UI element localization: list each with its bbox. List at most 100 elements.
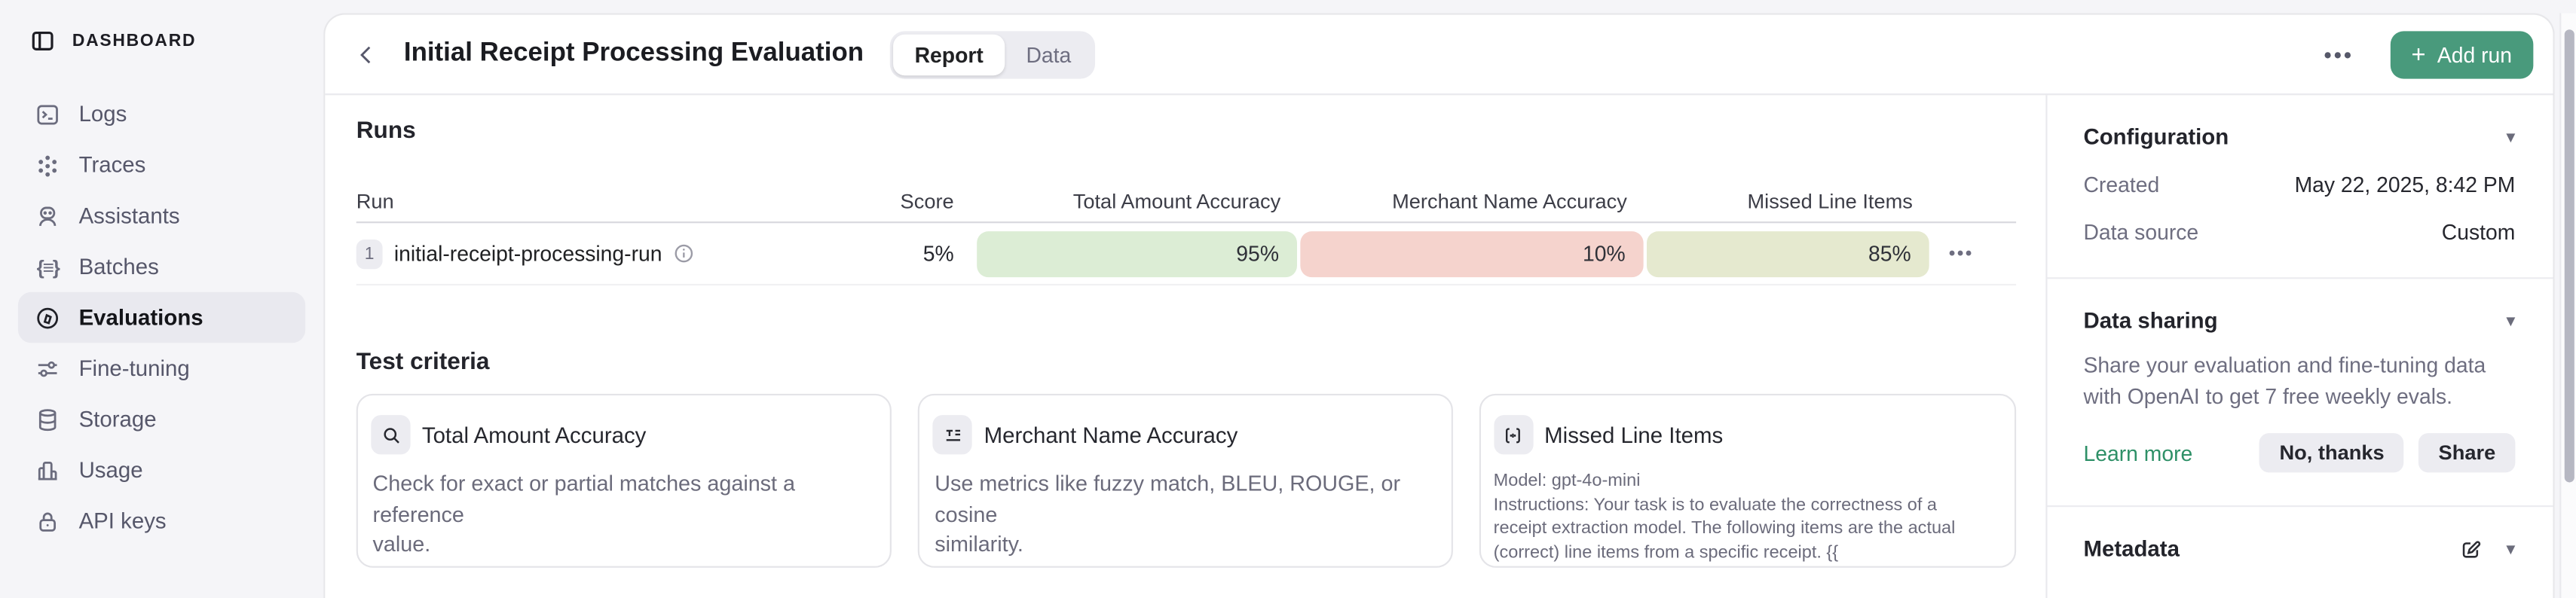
cell-missed-line-items: 85%	[1646, 230, 1929, 277]
column-header-score: Score	[900, 189, 954, 213]
sidebar-item-label: Storage	[78, 407, 157, 432]
learn-more-link[interactable]: Learn more	[2083, 440, 2193, 465]
info-icon[interactable]	[674, 243, 695, 264]
logs-icon	[35, 101, 61, 127]
created-label: Created	[2083, 172, 2160, 197]
no-thanks-button[interactable]: No, thanks	[2259, 433, 2404, 473]
test-criteria-section-title: Test criteria	[356, 349, 490, 376]
add-run-button[interactable]: + Add run	[2390, 30, 2534, 78]
criteria-card-title: Merchant Name Accuracy	[984, 422, 1238, 447]
report-data-toggle: Report Data	[889, 30, 1096, 78]
criteria-card-title: Total Amount Accuracy	[421, 422, 647, 447]
scrollbar-track[interactable]	[2559, 13, 2576, 598]
data-sharing-body: Share your evaluation and fine-tuning da…	[2083, 352, 2486, 408]
sidebar-item-assistants[interactable]: Assistants	[18, 191, 305, 242]
scrollbar-thumb[interactable]	[2563, 29, 2574, 483]
sidebar-item-batches[interactable]: {≡} Batches	[18, 241, 305, 292]
tab-report[interactable]: Report	[893, 33, 1005, 75]
add-run-label: Add run	[2437, 41, 2513, 67]
sidebar-item-fine-tuning[interactable]: Fine-tuning	[18, 343, 305, 394]
sidebar-toggle-icon[interactable]	[29, 28, 56, 54]
lock-icon	[35, 508, 61, 534]
panel-divider	[2047, 277, 2553, 279]
column-header-run: Run	[356, 189, 394, 213]
traces-icon	[35, 152, 61, 178]
sidebar-item-usage[interactable]: Usage	[18, 444, 305, 496]
data-sharing-title: Data sharing	[2083, 308, 2218, 334]
report-body: Runs Run Score Total Amount Accuracy Mer…	[325, 95, 2045, 598]
criteria-card-instructions: Instructions: Your task is to evaluate t…	[1493, 495, 1956, 563]
cell-total-amount-accuracy: 95%	[977, 230, 1297, 277]
edit-icon[interactable]	[2460, 537, 2483, 560]
plus-icon: +	[2411, 40, 2426, 69]
cell-merchant-name-accuracy: 10%	[1300, 230, 1644, 277]
run-row[interactable]: 1 initial-receipt-processing-run 5% 95% …	[356, 223, 2017, 286]
runs-table-header: Run Score Total Amount Accuracy Merchant…	[356, 181, 2017, 224]
data-sharing-section: Data sharing ▾ Share your evaluation and…	[2083, 279, 2516, 473]
chevron-down-icon[interactable]: ▾	[2506, 127, 2516, 148]
criteria-card-title: Missed Line Items	[1544, 422, 1724, 447]
metadata-section: Metadata ▾ No metadata	[2083, 507, 2515, 598]
page-title: Initial Receipt Processing Evaluation	[403, 39, 864, 68]
chevron-down-icon[interactable]: ▾	[2506, 539, 2516, 560]
criteria-card-merchant-name-accuracy[interactable]: Merchant Name Accuracy Use metrics like …	[918, 393, 1453, 568]
configuration-section: Configuration ▾ Created May 22, 2025, 8:…	[2083, 114, 2516, 245]
column-header-merchant-name-accuracy: Merchant Name Accuracy	[1392, 189, 1627, 213]
details-panel: Configuration ▾ Created May 22, 2025, 8:…	[2045, 95, 2553, 598]
run-name: initial-receipt-processing-run	[393, 241, 662, 266]
chevron-down-icon[interactable]: ▾	[2506, 311, 2516, 332]
share-button[interactable]: Share	[2418, 433, 2516, 473]
brand-header: DASHBOARD	[18, 23, 305, 59]
sidebar-item-label: API keys	[78, 508, 167, 533]
sidebar-item-evaluations[interactable]: Evaluations	[17, 291, 306, 343]
panel-divider	[2047, 505, 2553, 508]
sidebar-item-label: Usage	[78, 457, 143, 483]
sidebar-item-label: Assistants	[78, 203, 180, 228]
sidebar-item-label: Logs	[78, 102, 127, 127]
storage-icon	[35, 406, 61, 432]
runs-section-title: Runs	[356, 117, 416, 145]
criteria-card-missed-line-items[interactable]: Missed Line Items Model: gpt-4o-mini Ins…	[1479, 393, 2017, 568]
sidebar-item-label: Batches	[78, 254, 159, 279]
sidebar-item-storage[interactable]: Storage	[18, 394, 305, 445]
data-source-label: Data source	[2083, 219, 2199, 245]
model-brackets-icon	[1493, 415, 1533, 455]
criteria-card-model: Model: gpt-4o-mini	[1493, 471, 1641, 491]
test-criteria-cards: Total Amount Accuracy Check for exact or…	[356, 393, 2017, 568]
more-options-icon[interactable]: •••	[2324, 41, 2354, 67]
brand-label: DASHBOARD	[72, 31, 197, 51]
evaluations-icon	[35, 304, 61, 331]
criteria-card-total-amount-accuracy[interactable]: Total Amount Accuracy Check for exact or…	[356, 393, 892, 568]
fine-tuning-icon	[35, 355, 61, 382]
sidebar-item-traces[interactable]: Traces	[18, 139, 305, 191]
sidebar-item-label: Fine-tuning	[78, 355, 190, 381]
usage-icon	[35, 457, 61, 484]
main-panel: Initial Receipt Processing Evaluation Re…	[323, 13, 2555, 598]
run-score: 5%	[922, 241, 954, 266]
sidebar-item-logs[interactable]: Logs	[18, 89, 305, 140]
batches-icon: {≡}	[36, 255, 60, 279]
column-header-missed-line-items: Missed Line Items	[1747, 189, 1913, 213]
sidebar-item-api-keys[interactable]: API keys	[18, 496, 305, 547]
sidebar: DASHBOARD Logs Traces Assistants	[0, 0, 323, 598]
sidebar-item-label: Evaluations	[78, 305, 203, 330]
data-source-row: Data source Custom	[2083, 220, 2515, 245]
page-header: Initial Receipt Processing Evaluation Re…	[325, 15, 2553, 96]
configuration-title: Configuration	[2083, 124, 2229, 150]
sidebar-nav: Logs Traces Assistants {≡} Batches	[17, 89, 306, 547]
run-row-menu-icon[interactable]: •••	[1948, 243, 1974, 264]
created-row: Created May 22, 2025, 8:42 PM	[2083, 172, 2515, 197]
sidebar-item-label: Traces	[78, 152, 146, 178]
metadata-title: Metadata	[2083, 536, 2180, 562]
run-index-badge: 1	[356, 238, 383, 269]
tab-data[interactable]: Data	[1026, 41, 1072, 67]
text-compare-icon	[933, 415, 973, 455]
data-source-value: Custom	[2441, 219, 2516, 245]
criteria-card-description: Use metrics like fuzzy match, BLEU, ROUG…	[935, 471, 1401, 557]
assistants-icon	[35, 203, 61, 229]
search-icon	[371, 415, 411, 455]
back-button[interactable]	[347, 35, 386, 74]
criteria-card-description: Check for exact or partial matches again…	[372, 471, 795, 557]
created-value: May 22, 2025, 8:42 PM	[2294, 172, 2516, 197]
